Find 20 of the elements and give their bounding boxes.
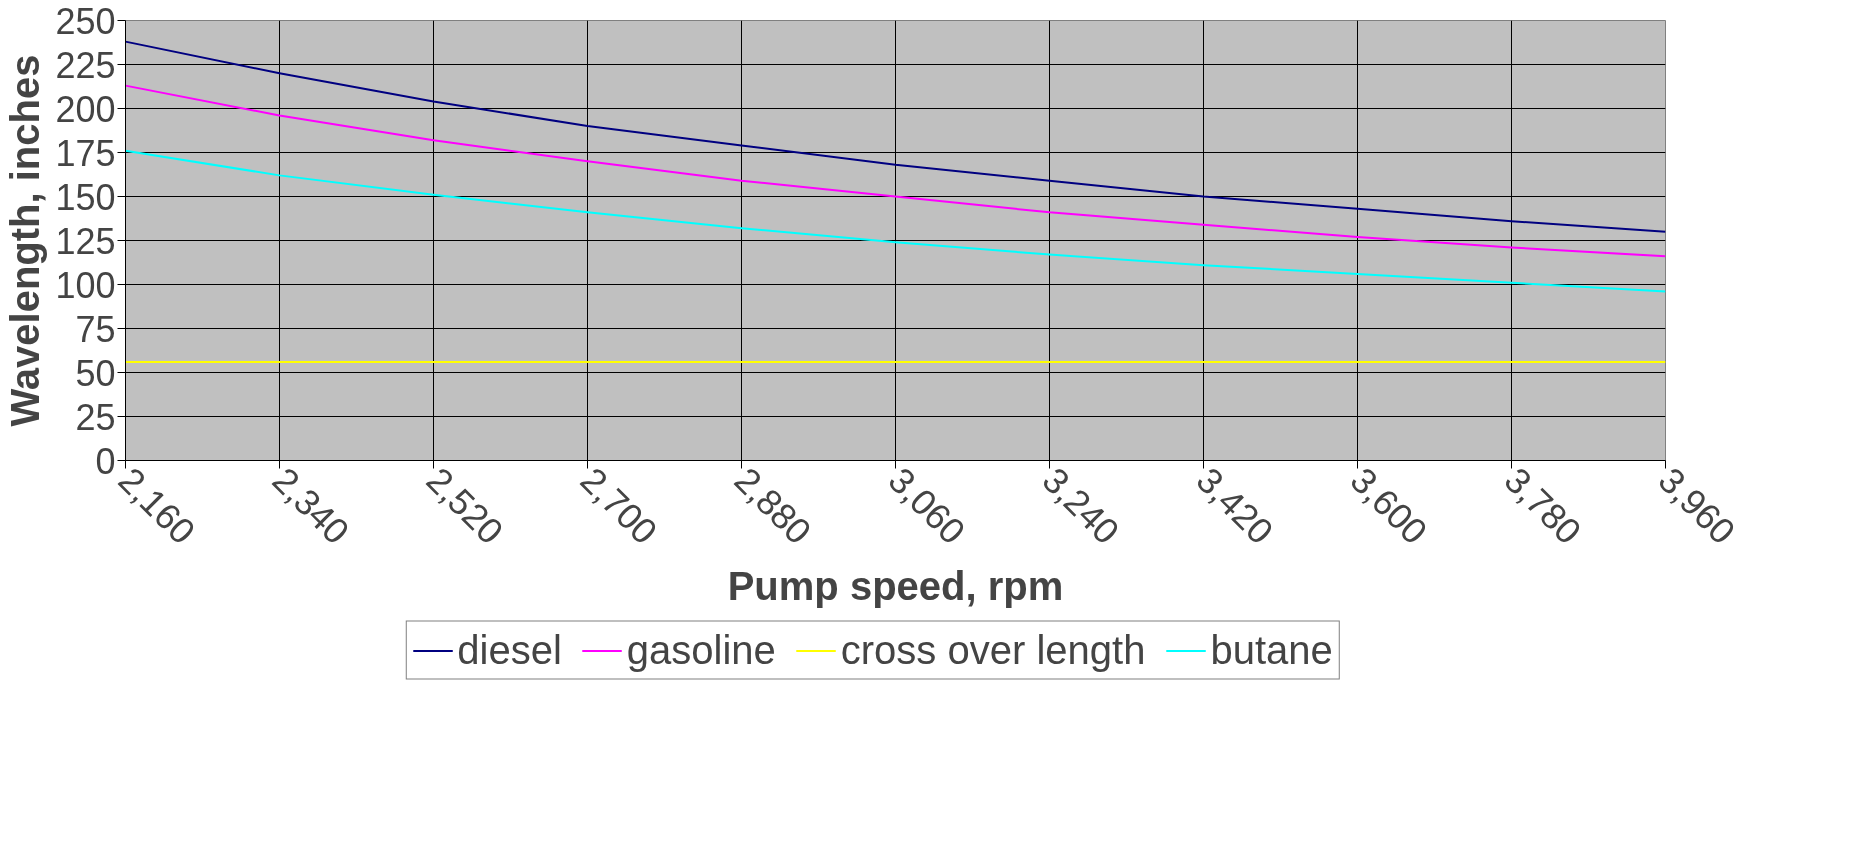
y-tick-label: 200 <box>55 88 116 130</box>
y-tick-label: 150 <box>55 176 116 218</box>
x-axis-title: Pump speed, rpm <box>727 563 1064 608</box>
y-tick-label: 250 <box>55 0 116 42</box>
y-tick-label: 25 <box>75 396 116 438</box>
y-tick-label: 100 <box>55 264 116 306</box>
y-tick-label: 75 <box>75 308 116 350</box>
legend-label: gasoline <box>626 627 776 673</box>
y-tick-label: 225 <box>55 44 116 86</box>
y-tick-label: 50 <box>75 352 116 394</box>
legend-label: butane <box>1210 627 1333 673</box>
line-series <box>125 149 1666 293</box>
y-tick-label: 125 <box>55 220 116 262</box>
line-series <box>125 84 1666 258</box>
legend-label: cross over length <box>840 627 1146 673</box>
y-tick-label: 0 <box>95 440 116 482</box>
legend-label: diesel <box>457 627 562 673</box>
y-axis-title: Wavelength, inches <box>3 54 48 427</box>
line-series <box>125 40 1666 233</box>
y-tick-label: 175 <box>55 132 116 174</box>
